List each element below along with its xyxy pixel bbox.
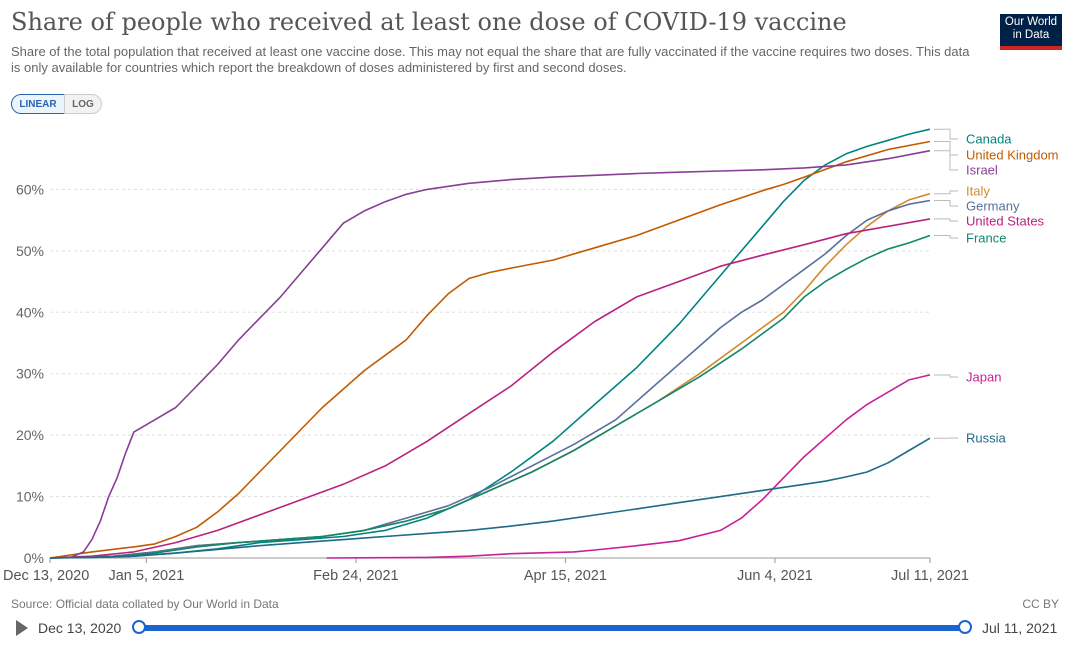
series-label-germany: Germany (966, 199, 1020, 214)
series-line-japan (326, 374, 931, 559)
label-connector-united-kingdom (934, 141, 958, 156)
license-link[interactable]: CC BY (1022, 597, 1059, 611)
label-connector-israel (934, 150, 958, 171)
series-line-united-kingdom (49, 140, 931, 559)
timeline-end-handle[interactable] (958, 620, 972, 634)
y-tick-label: 20% (16, 427, 44, 443)
series-label-italy: Italy (966, 184, 990, 199)
y-tick-label: 30% (16, 366, 44, 382)
chart-title: Share of people who received at least on… (11, 8, 847, 36)
x-tick-label: Jul 11, 2021 (891, 568, 969, 584)
x-tick-label: Feb 24, 2021 (313, 568, 398, 584)
log-scale-button[interactable]: LOG (64, 94, 102, 114)
series-label-israel: Israel (966, 163, 998, 178)
series-label-france: France (966, 231, 1006, 246)
timeline-end-label: Jul 11, 2021 (982, 620, 1058, 636)
series-lines (49, 128, 931, 559)
x-tick-label: Jun 4, 2021 (737, 568, 813, 584)
linear-scale-button[interactable]: LINEAR (11, 94, 65, 114)
owid-logo[interactable]: Our World in Data (1000, 14, 1062, 50)
timeline-track[interactable] (139, 625, 965, 631)
label-connector-germany (934, 199, 958, 207)
logo-line-1: Our World (1004, 16, 1058, 28)
label-connector-france (934, 235, 958, 239)
series-label-canada: Canada (966, 132, 1012, 147)
y-tick-label: 10% (16, 489, 44, 505)
x-tick-label: Apr 15, 2021 (524, 568, 607, 584)
y-tick-label: 40% (16, 304, 44, 320)
logo-line-2: in Data (1012, 29, 1050, 41)
x-tick-label: Dec 13, 2020 (3, 568, 89, 584)
series-line-italy (49, 192, 931, 559)
x-axis: Dec 13, 2020 Jan 5, 2021 Feb 24, 2021 Apr 1… (3, 558, 969, 584)
chart-subtitle: Share of the total population that recei… (11, 44, 970, 75)
label-connector-canada (934, 128, 958, 140)
series-line-canada (49, 128, 931, 559)
series-line-russia (49, 437, 931, 559)
series-line-united-states (49, 218, 931, 559)
source-note: Source: Official data collated by Our Wo… (11, 597, 279, 611)
y-tick-label: 50% (16, 243, 44, 259)
series-line-israel (49, 149, 931, 559)
x-tick-label: Jan 5, 2021 (108, 568, 184, 584)
y-tick-label: 0% (24, 550, 44, 566)
series-line-france (49, 234, 931, 559)
y-tick-label: 60% (16, 181, 44, 197)
series-label-japan: Japan (966, 370, 1001, 385)
label-connector-italy (934, 190, 958, 195)
logo-red-bar (1000, 46, 1062, 50)
timeline-start-label: Dec 13, 2020 (38, 620, 122, 636)
series-label-united-kingdom: United Kingdom (966, 148, 1059, 163)
series-label-russia: Russia (966, 431, 1007, 446)
y-axis: 0% 10% 20% 30% 40% 50% 60% (16, 181, 44, 566)
series-line-germany (49, 199, 931, 559)
timeline-start-handle[interactable] (132, 620, 146, 634)
label-connector-japan (934, 374, 958, 378)
gridlines (50, 188, 930, 559)
label-connector-united-states (934, 218, 958, 222)
line-chart: 0% 10% 20% 30% 40% 50% 60% Dec 13, 2020 Jan 5, … (3, 128, 1059, 584)
play-icon[interactable] (16, 620, 28, 636)
series-label-united-states: United States (966, 214, 1045, 229)
